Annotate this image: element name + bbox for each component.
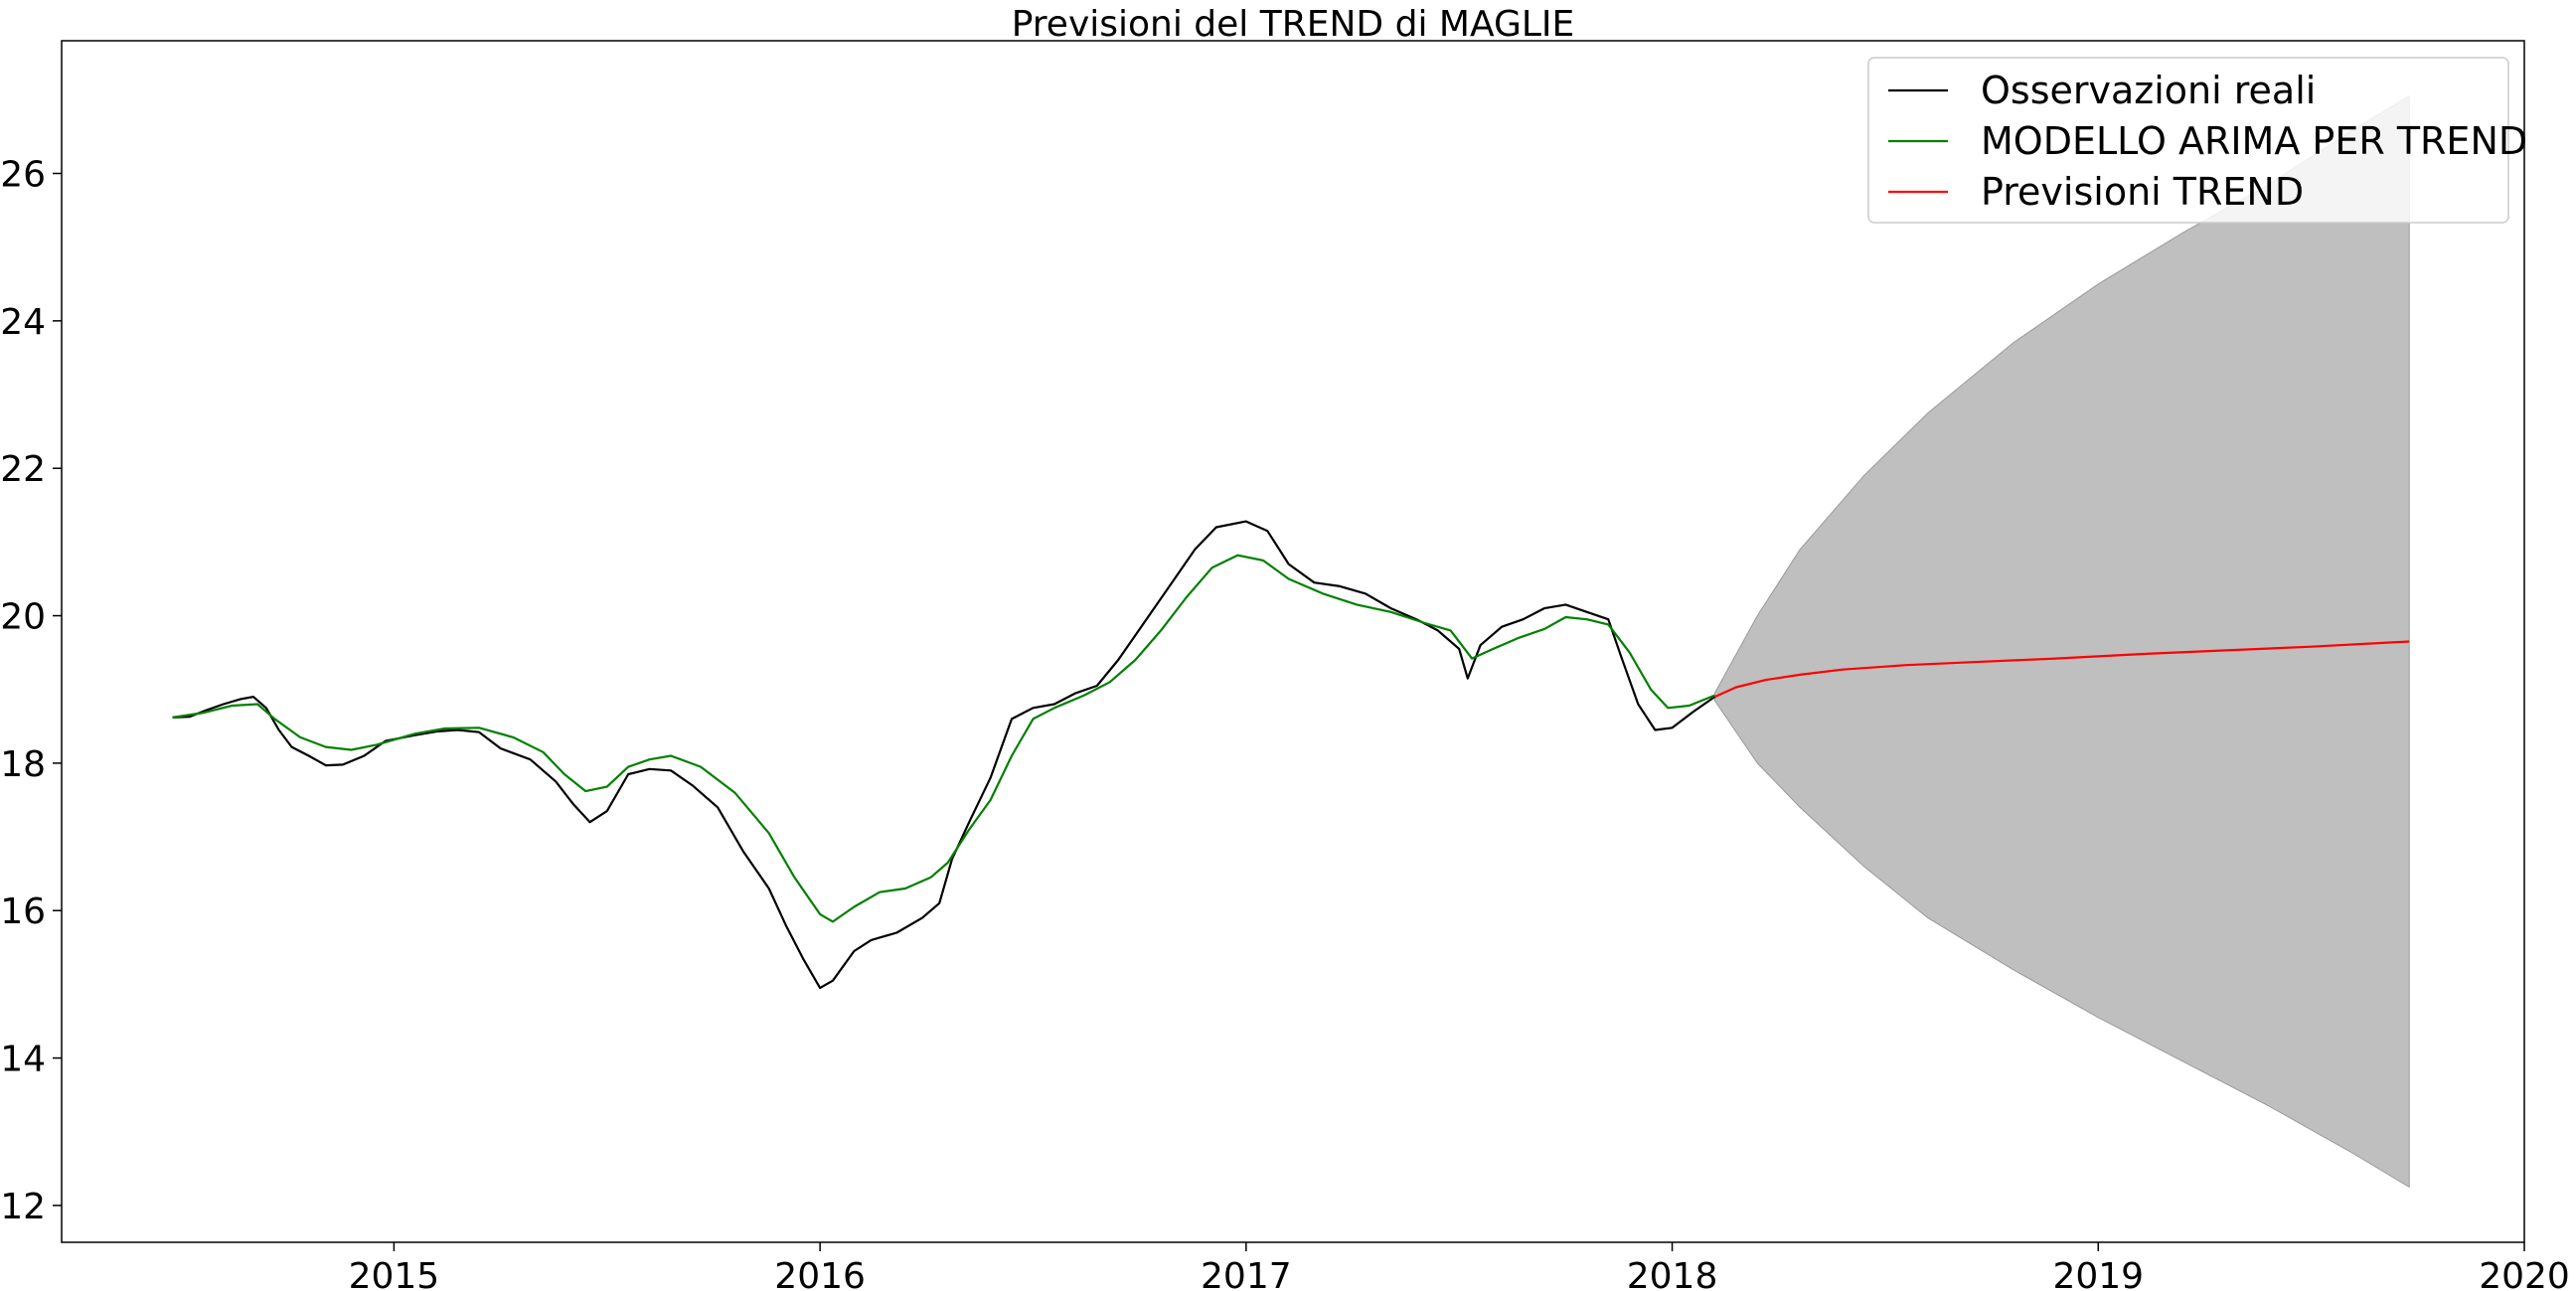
legend-box bbox=[1867, 57, 2509, 224]
x-tick-label: 2020 bbox=[2479, 1256, 2570, 1291]
legend: Osservazioni reali MODELLO ARIMA PER TREN… bbox=[1867, 57, 2527, 224]
x-tick-label: 2018 bbox=[1627, 1256, 1718, 1291]
y-tick-label: 14 bbox=[0, 1040, 46, 1080]
series-line-1 bbox=[172, 554, 1715, 923]
plot-area bbox=[172, 94, 2410, 1189]
chart-title: Previsioni del TREND di MAGLIE bbox=[1012, 4, 1575, 45]
legend-label: Previsioni TREND bbox=[1981, 170, 2304, 214]
y-tick-label: 26 bbox=[0, 155, 46, 196]
series-line-0 bbox=[172, 520, 1716, 990]
y-tick-label: 22 bbox=[0, 449, 46, 490]
confidence-band bbox=[1713, 94, 2410, 1189]
series-line-2 bbox=[1713, 640, 2410, 699]
y-tick-label: 16 bbox=[0, 891, 46, 932]
x-tick-label: 2016 bbox=[774, 1256, 866, 1291]
y-tick-label: 20 bbox=[0, 597, 46, 638]
y-tick-label: 18 bbox=[0, 744, 46, 785]
y-tick-label: 12 bbox=[0, 1187, 46, 1227]
legend-label: Osservazioni reali bbox=[1981, 69, 2316, 112]
x-tick-label: 2015 bbox=[349, 1256, 440, 1291]
axes-frame bbox=[61, 40, 2525, 1243]
x-tick-label: 2019 bbox=[2052, 1256, 2144, 1291]
axes: 2015 2016 2017 2018 2019 2020 12 14 16 18 20 22 24 26 bbox=[0, 40, 2570, 1291]
x-tick-label: 2017 bbox=[1201, 1256, 1292, 1291]
legend-label: MODELLO ARIMA PER TREND bbox=[1981, 119, 2527, 163]
y-tick-label: 24 bbox=[0, 302, 46, 343]
